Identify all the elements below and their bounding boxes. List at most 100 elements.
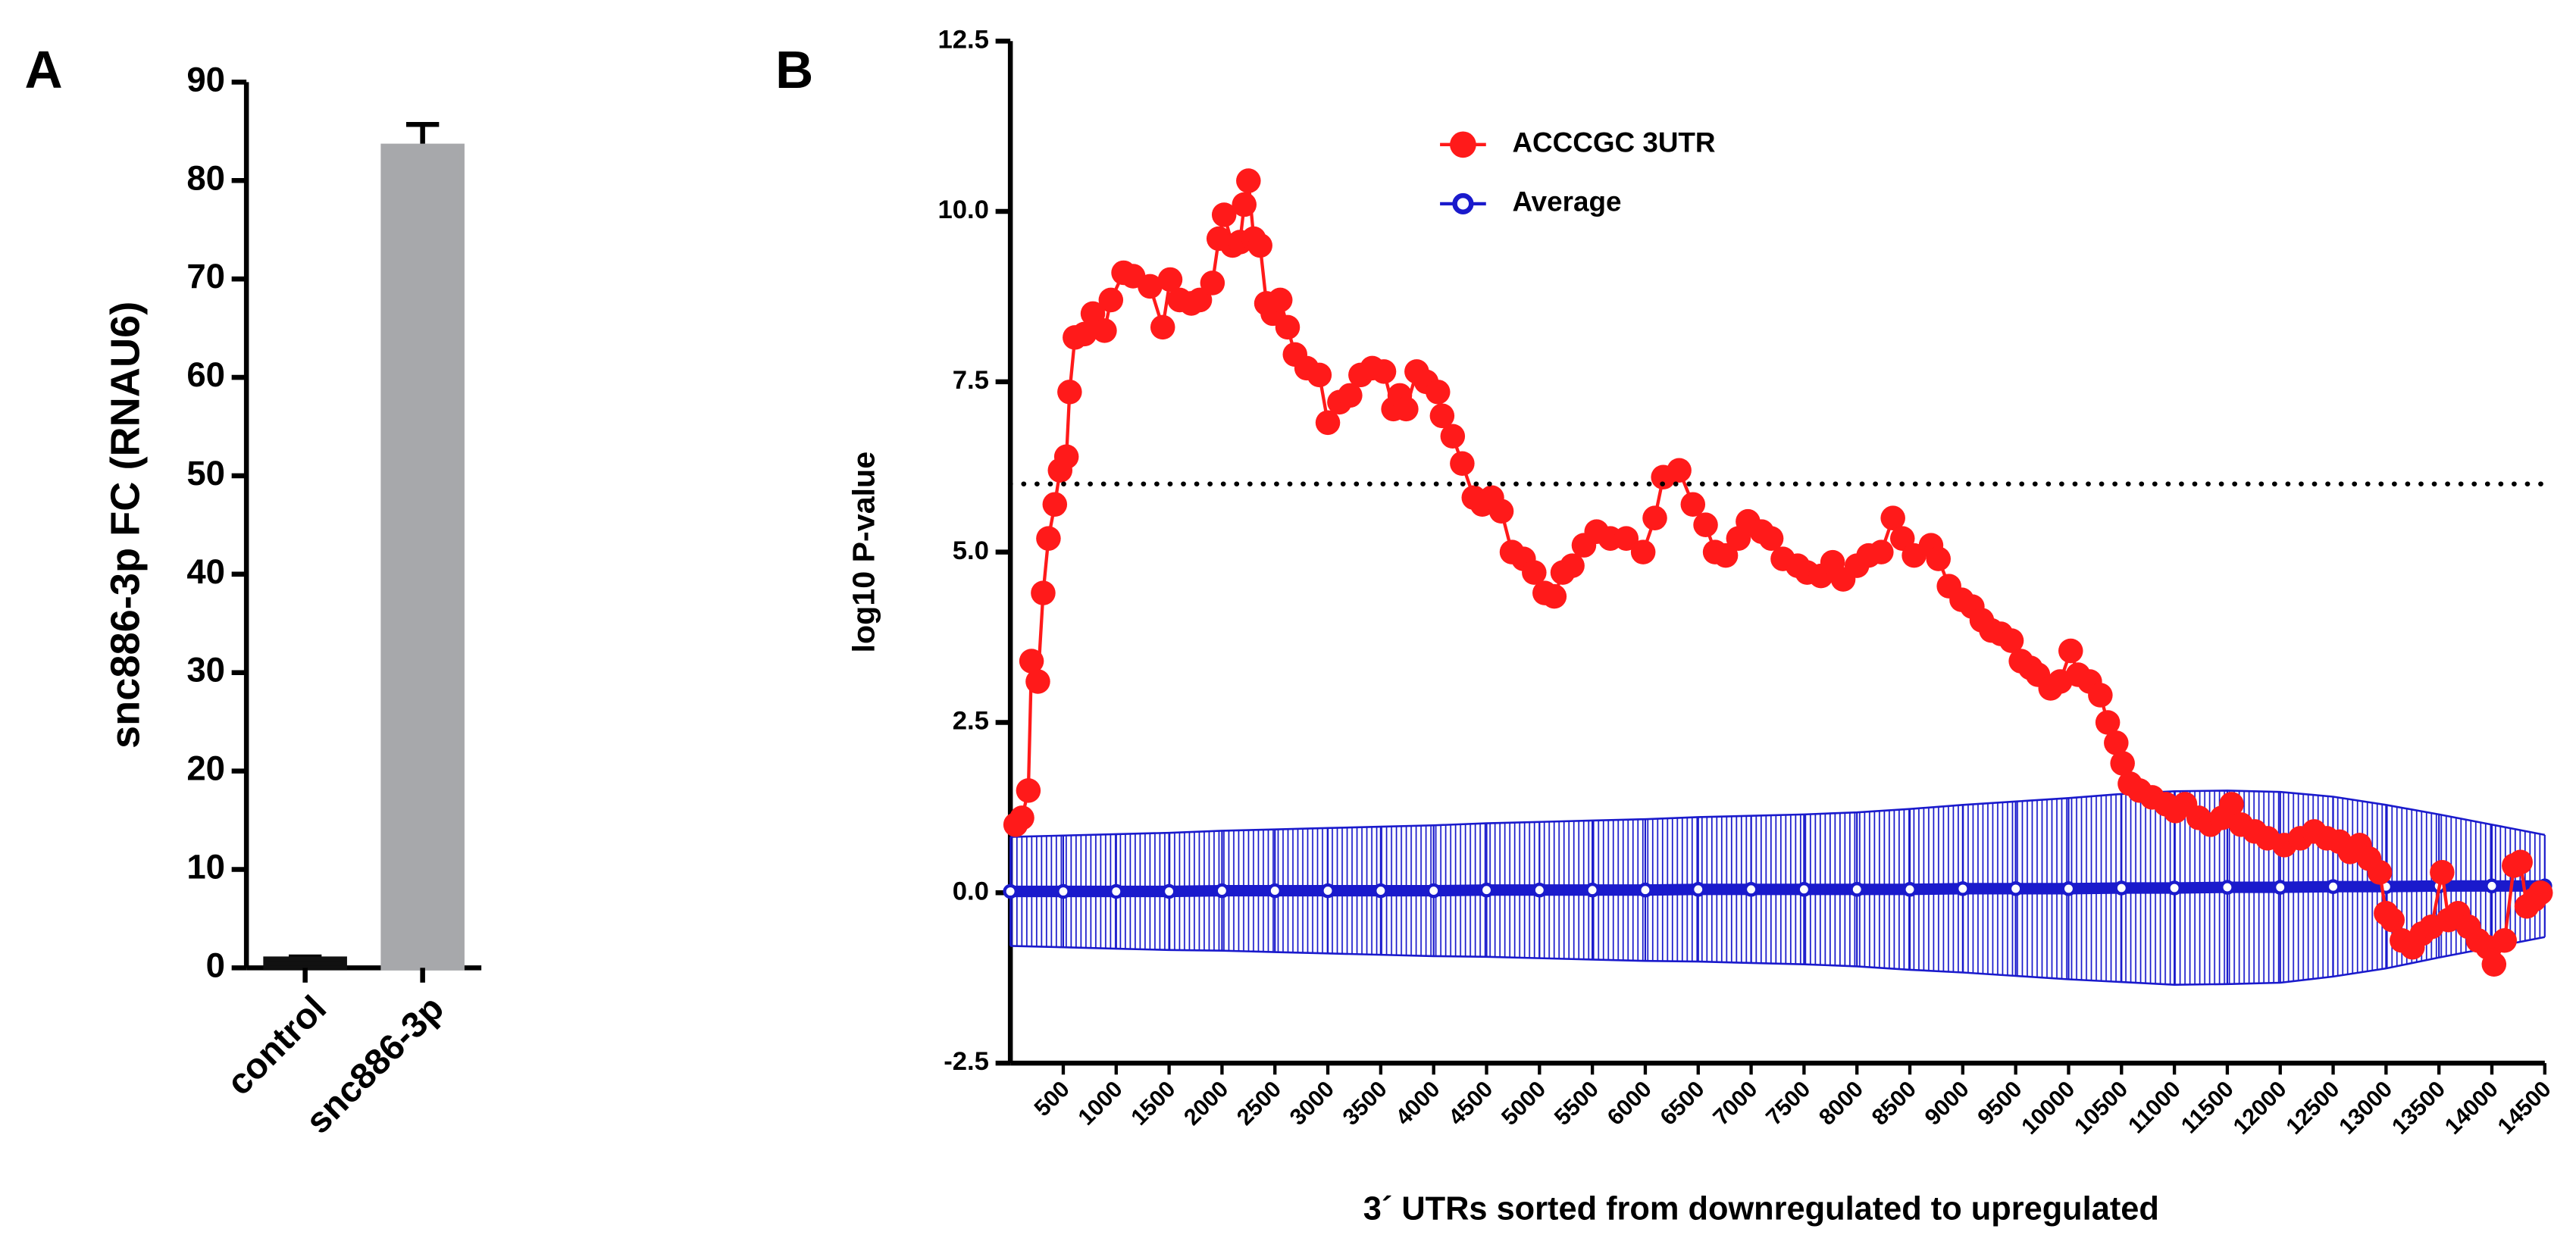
point	[1092, 318, 1117, 343]
point	[2272, 880, 2288, 895]
point	[1999, 628, 2024, 653]
x-tick-label: 500	[1030, 1077, 1075, 1121]
point	[2430, 860, 2455, 885]
point	[1150, 314, 1175, 340]
x-tick-label: 4000	[1391, 1077, 1445, 1130]
y-tick-label: -2.5	[944, 1047, 989, 1076]
panel-label: A	[25, 40, 63, 99]
point	[2481, 952, 2507, 977]
point	[1157, 267, 1183, 292]
point	[1642, 505, 1667, 530]
point	[2219, 792, 2244, 817]
point	[1098, 287, 1124, 313]
point	[1371, 359, 1397, 384]
point	[1338, 383, 1363, 408]
x-tick-label: 12500	[2282, 1077, 2345, 1140]
error-band-bottom	[1010, 936, 2546, 986]
y-tick-label: 80	[186, 158, 225, 197]
point	[1394, 396, 1419, 422]
y-axis-label: log10 P-value	[846, 452, 881, 653]
point	[2380, 907, 2405, 933]
x-tick-label: 14500	[2493, 1077, 2556, 1140]
x-tick-label: 7500	[1761, 1077, 1815, 1130]
x-tick-label: 10500	[2070, 1077, 2133, 1140]
y-axis-label: snc886-3p FC (RNAU6)	[102, 302, 148, 749]
y-tick-label: 50	[186, 454, 225, 492]
x-tick-label: 12000	[2229, 1077, 2292, 1140]
point	[1267, 883, 1282, 899]
point	[1275, 314, 1301, 340]
point	[2325, 879, 2341, 894]
x-tick-label: 13500	[2387, 1077, 2450, 1140]
point	[1072, 321, 1097, 347]
point	[1247, 233, 1272, 258]
x-tick-label: control	[219, 988, 334, 1103]
point	[1426, 380, 1451, 405]
point	[1743, 882, 1759, 897]
x-tick-label: 13000	[2334, 1077, 2397, 1140]
point	[2058, 638, 2083, 664]
point	[1849, 882, 1864, 897]
y-tick-label: 5.0	[953, 536, 989, 565]
point	[1042, 492, 1068, 517]
x-tick-label: 11000	[2124, 1077, 2186, 1139]
point	[2104, 730, 2129, 755]
point	[2110, 751, 2135, 776]
point	[1211, 202, 1237, 227]
point	[2484, 878, 2499, 894]
point	[1713, 543, 1739, 568]
point	[2492, 927, 2518, 953]
point	[1016, 778, 1041, 803]
legend-label: Average	[1512, 186, 1621, 217]
point	[2008, 881, 2024, 896]
y-tick-label: 0	[206, 946, 225, 984]
point	[2527, 880, 2553, 905]
y-tick-label: 10	[186, 847, 225, 886]
point	[1522, 560, 1547, 585]
point	[1532, 882, 1548, 898]
point	[2220, 880, 2235, 895]
x-tick-label: 2500	[1232, 1077, 1286, 1130]
point	[1488, 499, 1514, 524]
x-tick-label: 7000	[1708, 1077, 1762, 1130]
x-tick-label: 2000	[1179, 1077, 1233, 1130]
point	[1053, 444, 1079, 470]
point	[1691, 882, 1706, 897]
x-tick-label: 9000	[1920, 1077, 1974, 1130]
legend-marker	[1452, 192, 1474, 215]
y-tick-label: 12.5	[937, 25, 989, 54]
point	[2114, 880, 2130, 896]
point	[1187, 287, 1213, 313]
x-tick-label: 1500	[1126, 1077, 1180, 1130]
x-tick-label: 3000	[1285, 1077, 1339, 1130]
x-tick-label: 3500	[1338, 1077, 1392, 1130]
point	[1019, 649, 1044, 674]
point	[2167, 880, 2182, 896]
point	[1236, 168, 1261, 193]
point	[1307, 362, 1332, 388]
y-tick-label: 70	[186, 257, 225, 295]
point	[1267, 287, 1293, 313]
point	[1955, 881, 1970, 896]
point	[1232, 192, 1257, 217]
point	[2061, 881, 2077, 896]
point	[1200, 270, 1225, 295]
point	[1758, 526, 1784, 551]
point	[2088, 683, 2113, 708]
x-tick-label: 14000	[2440, 1077, 2503, 1140]
point	[1926, 546, 1951, 571]
point	[1315, 410, 1341, 436]
point	[1161, 883, 1177, 899]
point	[1693, 512, 1718, 537]
point	[1057, 380, 1082, 405]
error-band-top	[1010, 790, 2546, 838]
y-tick-label: 10.0	[937, 195, 989, 224]
point	[2367, 860, 2393, 885]
point	[1025, 669, 1050, 694]
point	[1373, 883, 1388, 899]
x-tick-label: 4500	[1444, 1077, 1498, 1130]
point	[1542, 583, 1567, 609]
point	[1440, 424, 1466, 449]
point	[1138, 274, 1163, 299]
